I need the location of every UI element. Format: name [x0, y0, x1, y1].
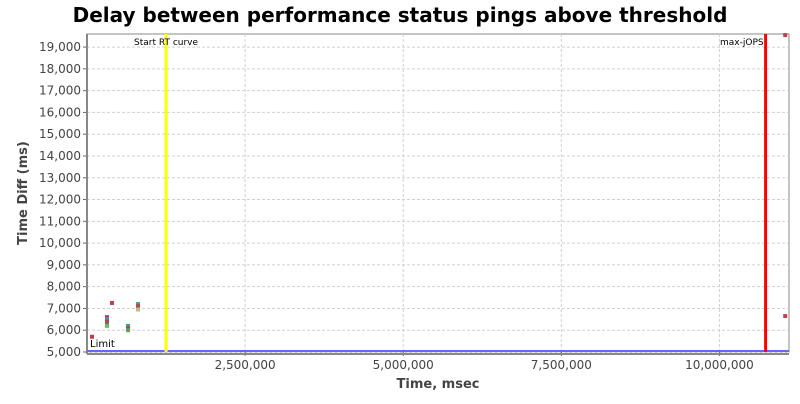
marker-label: Start RT curve [134, 38, 198, 48]
data-point [104, 315, 109, 320]
y-tick-label: 16,000 [39, 105, 81, 119]
plot-background [86, 33, 790, 353]
y-tick-label: 12,000 [39, 193, 81, 207]
x-tick-label: 7,500,000 [531, 358, 592, 372]
y-tick-label: 11,000 [39, 214, 81, 228]
x-tick-label: 2,500,000 [215, 358, 276, 372]
y-tick-label: 10,000 [39, 236, 81, 250]
data-point [126, 326, 131, 331]
x-tick-label: 5,000,000 [373, 358, 434, 372]
y-tick-label: 5,000 [47, 345, 81, 359]
y-tick-label: 8,000 [47, 280, 81, 294]
limit-label: Limit [90, 339, 115, 350]
data-point [104, 319, 109, 324]
y-tick-label: 9,000 [47, 258, 81, 272]
y-tick-label: 6,000 [47, 323, 81, 337]
data-point [136, 302, 141, 307]
y-tick-label: 13,000 [39, 171, 81, 185]
y-tick-label: 15,000 [39, 127, 81, 141]
y-tick-label: 14,000 [39, 149, 81, 163]
data-point [783, 33, 788, 38]
data-point [126, 328, 131, 333]
data-point [104, 321, 109, 326]
y-tick-label: 7,000 [47, 301, 81, 315]
data-point [783, 314, 788, 319]
data-point [110, 300, 115, 305]
y-tick-label: 18,000 [39, 62, 81, 76]
data-point [136, 304, 141, 309]
data-point [104, 323, 109, 328]
data-point [104, 317, 109, 322]
y-axis-label: Time Diff (ms) [16, 141, 31, 245]
x-axis-label: Time, msec [397, 377, 480, 392]
chart-title: Delay between performance status pings a… [73, 3, 728, 27]
y-tick-label: 19,000 [39, 40, 81, 54]
data-point [89, 334, 94, 339]
y-tick-label: 17,000 [39, 84, 81, 98]
marker-label: max-jOPS [720, 38, 764, 48]
x-tick-label: 10,000,000 [685, 358, 754, 372]
data-point [126, 323, 131, 328]
plot-area: 5,000 6,000 7,000 8,000 9,000 10,000 11,000 12,… [39, 33, 790, 372]
data-point [136, 307, 141, 312]
